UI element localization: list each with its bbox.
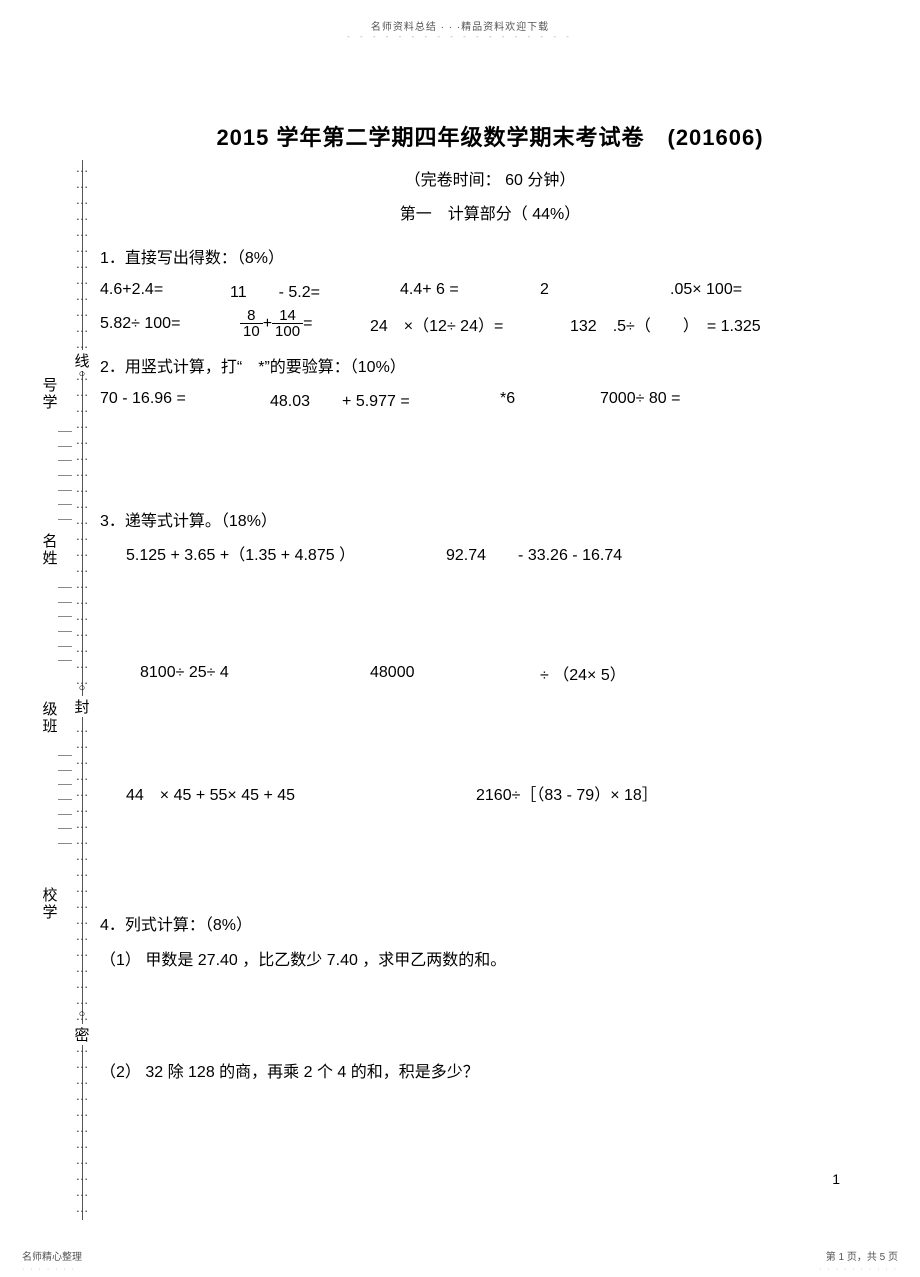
label-xingming: 名姓 — [40, 534, 60, 567]
fraction-2: 14 100 — [272, 308, 303, 339]
q3-r1-b: 92.74 - 33.26 - 16.74 — [446, 541, 622, 565]
q3-workspace2 — [100, 691, 880, 781]
q3-r2-b: 48000 — [370, 664, 540, 682]
doc-top-header: 名师资料总结 · · ·精品资料欢迎下载 — [0, 18, 920, 33]
q1-r2-d: 132 .5÷（ ） = 1.325 — [570, 312, 761, 336]
doc-top-header-dots: - - - - - - - - - - - - - - - - - - — [0, 32, 920, 41]
q1-heading: 1．直接写出得数：（8%） — [100, 244, 880, 268]
q2-a: 70 - 16.96 = — [100, 390, 270, 408]
q2-b: 48.03 + 5.977 = — [270, 387, 500, 411]
label-xuexiao: 校学 — [40, 888, 60, 921]
q3-row3: 44 × 45 + 55× 45 + 45 2160÷［（83 - 79）× 1… — [100, 781, 880, 805]
q1-r2-c: 24 ×（12÷ 24）= — [370, 312, 570, 336]
q3-r1-a: 5.125 + 3.65 +（1.35 + 4.875 ） — [126, 541, 446, 565]
q4-heading: 4．列式计算：（8%） — [100, 911, 880, 935]
q3-workspace1 — [100, 571, 880, 661]
q2-row: 70 - 16.96 = 48.03 + 5.977 = *6 7000÷ 80… — [100, 387, 880, 411]
binding-strip: … … … … … … … … … … … … … … … … … … … … … — [40, 160, 95, 1220]
q3-r3-b: 2160÷［（83 - 79）× 18］ — [476, 781, 658, 805]
q3-r2-c: ÷ （24× 5） — [540, 661, 626, 685]
q3-r3-a: 44 × 45 + 55× 45 + 45 — [126, 781, 476, 805]
slot-xuehao: ＿＿＿＿＿＿＿ — [58, 418, 72, 521]
frac2-den: 100 — [272, 324, 303, 339]
q3-row2: 8100÷ 25÷ 4 48000 ÷ （24× 5） — [100, 661, 880, 685]
q3-r2-a: 8100÷ 25÷ 4 — [140, 664, 370, 682]
label-banji: 级班 — [40, 702, 60, 735]
q1-r1-e: .05× 100= — [670, 281, 742, 299]
q3-row1: 5.125 + 3.65 +（1.35 + 4.875 ） 92.74 - 33… — [100, 541, 880, 565]
frac-eq: = — [303, 315, 312, 333]
footer-right-dots: · · · · · · · · · · — [819, 1266, 898, 1273]
q1-r1-c: 4.4+ 6 = — [400, 281, 540, 299]
exam-subtitle: （完卷时间： 60 分钟） — [100, 166, 880, 190]
footer-left-dots: · · · · · · · — [22, 1266, 76, 1273]
page-content: 2015 学年第二学期四年级数学期末考试卷 (201606) （完卷时间： 60… — [100, 120, 880, 1089]
q3-heading: 3．递等式计算。（18%） — [100, 507, 880, 531]
seal-xian: 线 — [74, 350, 90, 371]
q2-c: *6 — [500, 390, 600, 408]
q1-r1-a: 4.6+2.4= — [100, 281, 230, 299]
seal-feng: 封 — [74, 696, 90, 717]
q1-r1-b: 11 - 5.2= — [230, 278, 400, 302]
frac-plus: + — [263, 315, 272, 333]
footer-right: 第 1 页，共 5 页 — [826, 1248, 898, 1263]
q4-p1: （1） 甲数是 27.40 ，比乙数少 7.40 ，求甲乙两数的和。 — [100, 945, 880, 977]
slot-banji: ＿＿＿＿＿＿＿ — [58, 742, 72, 845]
circle-mark-2: ○ — [76, 682, 88, 694]
page-number: 1 — [832, 1171, 840, 1187]
q1-row2: 5.82÷ 100= 8 10 + 14 100 = 24 ×（12÷ 24）=… — [100, 308, 880, 339]
q1-row1: 4.6+2.4= 11 - 5.2= 4.4+ 6 = 2 .05× 100= — [100, 278, 880, 302]
q1-r2-a: 5.82÷ 100= — [100, 315, 240, 333]
label-xuehao: 号学 — [40, 378, 60, 411]
part1-header: 第一 计算部分（ 44%） — [100, 200, 880, 224]
seal-mi: 密 — [74, 1024, 90, 1045]
exam-title: 2015 学年第二学期四年级数学期末考试卷 (201606) — [100, 120, 880, 152]
q1-r2-b: 8 10 + 14 100 = — [240, 308, 370, 339]
frac2-num: 14 — [272, 308, 303, 324]
q3-workspace3 — [100, 811, 880, 901]
fraction-1: 8 10 — [240, 308, 263, 339]
q2-heading: 2．用竖式计算，打“ *”的要验算：（10%） — [100, 353, 880, 377]
q4-workspace1 — [100, 977, 880, 1057]
slot-xingming: ＿＿＿＿＿＿ — [58, 574, 72, 662]
circle-mark-3: ○ — [76, 1008, 88, 1020]
frac1-den: 10 — [240, 324, 263, 339]
footer-left: 名师精心整理 — [22, 1248, 82, 1263]
q1-r1-d: 2 — [540, 281, 670, 299]
q2-workspace — [100, 417, 880, 497]
frac1-num: 8 — [240, 308, 263, 324]
q4-p2: （2） 32 除 128 的商，再乘 2 个 4 的和，积是多少？ — [100, 1057, 880, 1089]
q2-d: 7000÷ 80 = — [600, 390, 680, 408]
